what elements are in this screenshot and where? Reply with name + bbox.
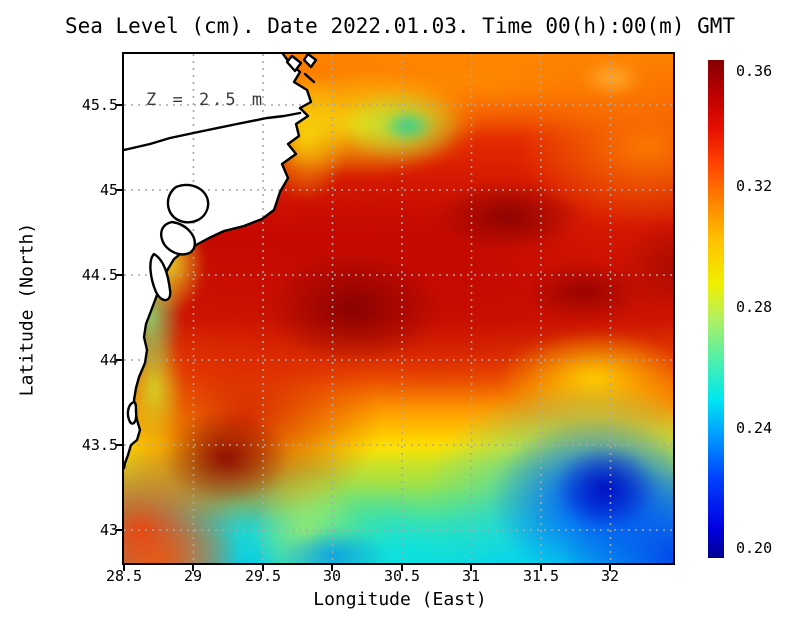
x-tick-label: 31 <box>461 567 481 585</box>
delta-island <box>285 54 303 73</box>
x-tick-mark <box>192 565 194 571</box>
x-tick-label: 28.5 <box>105 567 143 585</box>
y-tick-label: 44 <box>99 351 118 369</box>
x-tick-mark <box>540 565 542 571</box>
lagoon-outline <box>166 183 210 224</box>
x-tick-label: 29.5 <box>244 567 282 585</box>
x-tick-mark <box>401 565 403 571</box>
delta-island <box>302 54 318 69</box>
y-tick-mark <box>116 444 122 446</box>
map-overlay-svg <box>124 54 673 563</box>
lagoon-outline <box>149 252 172 302</box>
y-tick-mark <box>116 359 122 361</box>
plot-area: Z = 2.5 m <box>124 54 673 563</box>
x-tick-label: 31.5 <box>522 567 560 585</box>
colorbar-tick-label: 0.24 <box>736 419 773 437</box>
depth-annotation: Z = 2.5 m <box>146 90 266 110</box>
y-tick-mark <box>116 104 122 106</box>
colorbar-tick-label: 0.20 <box>736 539 773 557</box>
y-tick-mark <box>116 529 122 531</box>
x-axis-label: Longitude (East) <box>313 589 487 610</box>
y-axis-label: Latitude (North) <box>16 222 38 397</box>
x-tick-mark <box>123 565 125 571</box>
x-tick-mark <box>609 565 611 571</box>
x-tick-mark <box>331 565 333 571</box>
y-tick-label: 44.5 <box>81 266 118 284</box>
lagoon-outline <box>160 220 196 256</box>
x-tick-mark <box>470 565 472 571</box>
colorbar-tick-label: 0.32 <box>736 177 773 195</box>
x-tick-mark <box>262 565 264 571</box>
colorbar-tick-label: 0.28 <box>736 298 773 316</box>
y-tick-mark <box>116 274 122 276</box>
chart-title: Sea Level (cm). Date 2022.01.03. Time 00… <box>64 14 736 38</box>
liman-outline <box>126 400 138 425</box>
coastline <box>124 54 318 470</box>
gridlines <box>124 54 673 563</box>
land-polygon <box>124 54 311 468</box>
y-tick-label: 43 <box>99 521 118 539</box>
x-tick-label: 30.5 <box>383 567 421 585</box>
colorbar-tick-label: 0.36 <box>736 62 773 80</box>
y-tick-mark <box>116 189 122 191</box>
colorbar <box>708 60 724 558</box>
delta-channel <box>303 72 316 84</box>
x-tick-label: 30 <box>322 567 342 585</box>
y-tick-label: 45 <box>99 181 118 199</box>
river-outline <box>124 111 302 152</box>
y-tick-label: 45.5 <box>81 96 118 114</box>
x-tick-label: 29 <box>183 567 203 585</box>
x-tick-label: 32 <box>600 567 620 585</box>
y-tick-label: 43.5 <box>81 436 118 454</box>
